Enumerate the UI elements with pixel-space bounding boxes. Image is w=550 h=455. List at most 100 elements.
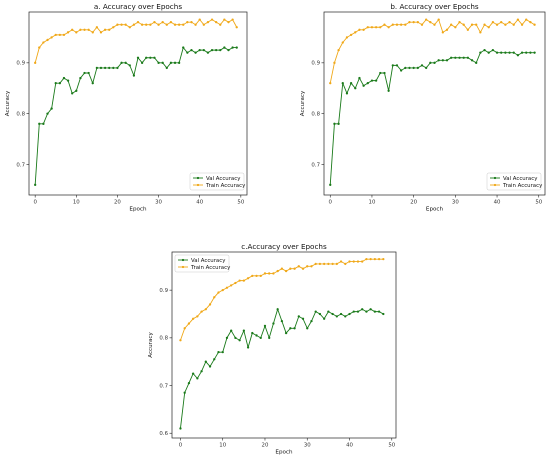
data-point — [120, 23, 123, 26]
data-point — [165, 66, 168, 70]
data-point — [382, 312, 385, 316]
data-point — [219, 23, 222, 26]
data-point — [186, 51, 189, 54]
data-point — [42, 41, 45, 44]
data-point — [504, 23, 507, 26]
data-point — [71, 92, 74, 95]
data-point — [379, 71, 382, 75]
data-point — [352, 310, 355, 313]
data-point — [420, 64, 424, 67]
data-point — [251, 274, 254, 277]
legend-swatch-marker — [181, 258, 185, 262]
data-point — [345, 92, 349, 95]
data-point — [429, 21, 432, 24]
data-point — [306, 265, 309, 268]
data-point — [46, 112, 49, 115]
data-point — [462, 23, 465, 26]
data-point — [149, 23, 152, 26]
x-tick-label: 0 — [329, 200, 333, 206]
legend-swatch-marker — [181, 265, 185, 269]
data-point — [354, 87, 357, 90]
data-point — [327, 262, 330, 266]
data-point — [202, 48, 205, 52]
data-point — [412, 66, 415, 70]
data-point — [333, 61, 336, 64]
x-tick-label: 30 — [304, 443, 311, 449]
data-point — [54, 33, 57, 37]
chart-panel-3: c.Accuracy over Epochs 0 10 20 30 40 50 0.6 0.7 0… — [148, 242, 397, 455]
data-point — [103, 66, 107, 70]
data-point — [128, 26, 131, 29]
data-point — [246, 277, 250, 280]
data-point — [445, 59, 449, 62]
data-point — [242, 279, 246, 282]
data-point — [284, 331, 288, 335]
data-point — [301, 267, 305, 270]
data-point — [95, 26, 99, 29]
data-point — [227, 48, 230, 52]
data-point — [173, 23, 177, 26]
data-point — [79, 28, 82, 31]
data-point — [466, 56, 470, 59]
data-point — [255, 334, 258, 337]
data-point — [341, 41, 344, 44]
data-point — [516, 18, 520, 21]
series-line — [329, 49, 535, 185]
data-point — [276, 308, 279, 311]
data-point — [358, 76, 361, 80]
series-line — [34, 18, 238, 63]
data-point — [379, 26, 382, 29]
data-point — [475, 23, 478, 26]
data-point — [335, 262, 338, 266]
data-point — [124, 61, 127, 64]
data-point — [194, 51, 197, 54]
data-point — [196, 377, 199, 380]
data-point — [217, 291, 220, 294]
data-point — [259, 336, 262, 339]
data-point — [234, 336, 237, 339]
data-point — [516, 54, 520, 57]
x-tick-label: 40 — [346, 443, 353, 449]
legend-box — [174, 254, 230, 273]
data-point — [391, 64, 394, 67]
data-point — [215, 21, 218, 24]
data-point — [213, 296, 216, 299]
data-point — [358, 28, 361, 31]
data-point — [356, 310, 360, 313]
data-point — [512, 51, 515, 54]
data-point — [348, 260, 351, 263]
data-point — [366, 26, 369, 29]
data-point — [387, 26, 390, 29]
data-point — [46, 38, 49, 42]
data-point — [280, 267, 284, 270]
data-point — [79, 76, 82, 80]
data-point — [529, 21, 532, 24]
data-point — [533, 51, 536, 54]
data-point — [190, 48, 193, 52]
x-tick-label: 0 — [179, 443, 183, 449]
data-point — [50, 36, 53, 39]
data-point — [344, 262, 347, 266]
data-point — [235, 46, 238, 49]
data-point — [362, 84, 365, 87]
data-point — [34, 183, 37, 186]
legend-label: Val Accuracy — [206, 176, 241, 182]
data-point — [124, 23, 127, 26]
data-point — [512, 23, 515, 26]
data-point — [495, 51, 499, 54]
plot-frame — [323, 11, 546, 196]
data-point — [297, 315, 300, 318]
chart-panel-1: a. Accuracy over Epochs 0 10 20 30 40 50 0.7 0.8… — [5, 2, 248, 213]
data-point — [341, 82, 344, 85]
data-point — [395, 64, 399, 67]
data-point — [95, 66, 99, 70]
data-point — [395, 23, 399, 26]
y-axis-label: Accuracy — [148, 332, 154, 358]
x-tick-label: 50 — [237, 200, 244, 206]
data-point — [412, 21, 415, 24]
data-point — [450, 23, 453, 26]
data-point — [238, 279, 241, 282]
data-point — [374, 26, 378, 29]
